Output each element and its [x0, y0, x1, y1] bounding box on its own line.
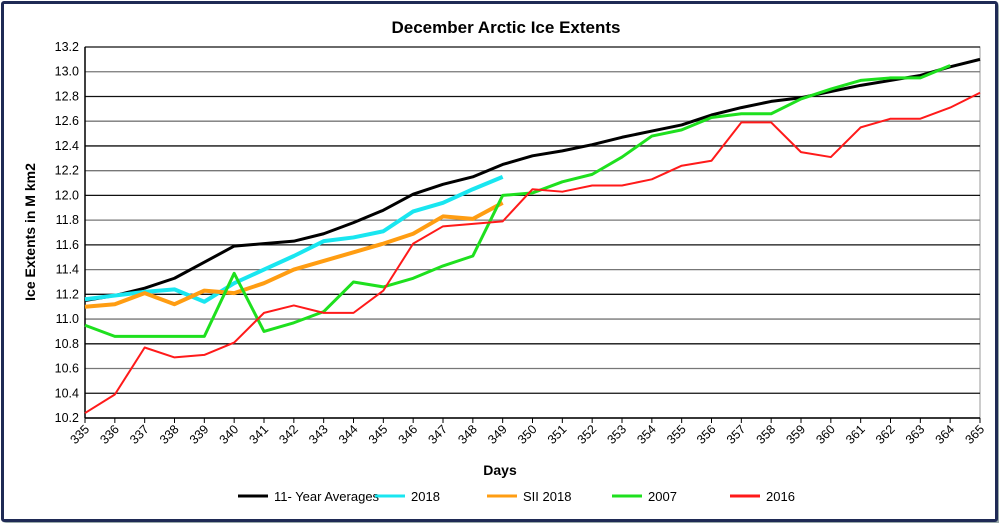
- x-tick-label: 336: [97, 422, 122, 447]
- y-tick-label: 12.2: [55, 164, 79, 178]
- x-tick-label: 351: [545, 422, 570, 447]
- y-tick-label: 10.8: [55, 337, 79, 351]
- y-tick-label: 12.4: [55, 139, 79, 153]
- y-tick-label: 10.4: [55, 386, 79, 400]
- x-tick-label: 348: [455, 422, 480, 447]
- x-tick-label: 355: [664, 422, 689, 447]
- series-line-2018: [84, 175, 504, 304]
- legend-label: 2016: [766, 489, 795, 504]
- x-tick-label: 359: [783, 422, 808, 447]
- x-tick-label: 345: [366, 422, 391, 447]
- x-tick-label: 353: [604, 422, 629, 447]
- x-tick-label: 349: [485, 422, 510, 447]
- x-tick-label: 341: [246, 422, 271, 447]
- x-tick-label: 343: [306, 422, 331, 447]
- x-tick-label: 337: [127, 422, 152, 447]
- x-tick-label: 342: [276, 422, 301, 447]
- x-tick-label: 344: [336, 422, 361, 447]
- legend-label: 11- Year Averages: [274, 489, 380, 504]
- y-tick-label: 11.0: [56, 312, 79, 326]
- y-tick-label: 11.8: [56, 213, 79, 227]
- x-tick-label: 363: [903, 422, 928, 447]
- y-tick-label: 10.2: [55, 411, 79, 425]
- y-tick-label: 11.4: [56, 263, 79, 277]
- x-tick-label: 346: [396, 422, 421, 447]
- x-tick-label: 350: [515, 422, 540, 447]
- x-tick-label: 339: [187, 422, 212, 447]
- x-tick-label: 362: [873, 422, 898, 447]
- x-axis-label: Days: [483, 462, 517, 478]
- x-tick-label: 338: [157, 422, 182, 447]
- x-tick-label: 356: [694, 422, 719, 447]
- x-tick-label: 340: [217, 422, 242, 447]
- plot-area: [84, 46, 981, 419]
- x-tick-label: 365: [962, 422, 987, 447]
- x-tick-label: 358: [754, 422, 779, 447]
- y-tick-label: 12.6: [55, 114, 79, 128]
- y-tick-label: 13.0: [55, 65, 79, 79]
- y-tick-label: 13.2: [55, 40, 79, 54]
- y-tick-label: 11.2: [56, 287, 79, 301]
- x-tick-label: 364: [933, 422, 958, 447]
- legend-label: SII 2018: [523, 489, 571, 504]
- x-tick-label: 347: [425, 422, 450, 447]
- x-tick-label: 352: [575, 422, 600, 447]
- x-tick-label: 357: [724, 422, 749, 447]
- x-tick-label: 354: [634, 422, 659, 447]
- y-tick-label: 11.6: [56, 238, 79, 252]
- series-line-2007: [84, 64, 951, 338]
- y-tick-label: 12.8: [55, 89, 79, 103]
- series-line-11-year-averages: [84, 57, 981, 302]
- y-tick-label: 10.6: [55, 362, 79, 376]
- y-tick-label: 12.0: [55, 188, 79, 202]
- series-line-sii-2018: [84, 201, 504, 309]
- legend-label: 2018: [411, 489, 440, 504]
- x-tick-label: 360: [813, 422, 838, 447]
- series-line-2016: [84, 91, 981, 414]
- legend-label: 2007: [648, 489, 677, 504]
- x-tick-label: 361: [843, 422, 868, 447]
- x-tick-label: 335: [67, 422, 92, 447]
- y-axis-label: Ice Extents in M km2: [22, 163, 38, 301]
- chart-title: December Arctic Ice Extents: [392, 18, 621, 37]
